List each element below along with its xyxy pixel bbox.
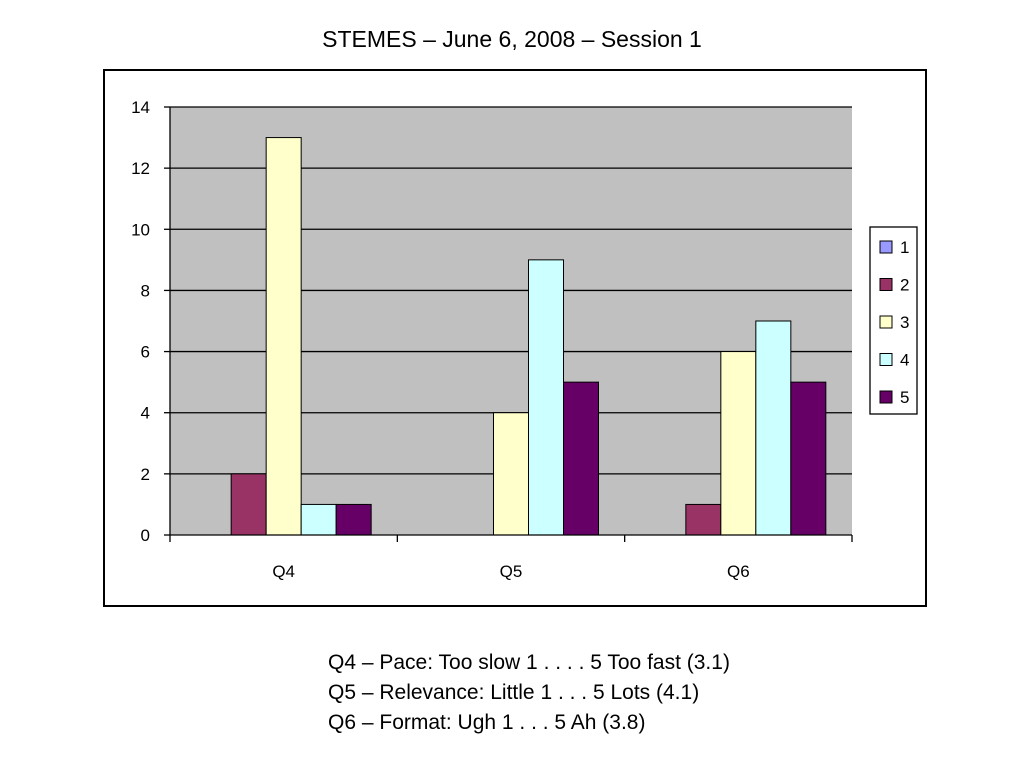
question-notes: Q4 – Pace: Too slow 1 . . . . 5 Too fast… bbox=[328, 648, 730, 738]
y-tick-label: 0 bbox=[141, 526, 150, 545]
bar-q6-series-4 bbox=[755, 320, 792, 536]
legend-label-5: 5 bbox=[900, 388, 909, 407]
bar-q4-series-2 bbox=[230, 473, 267, 536]
y-tick-label: 6 bbox=[141, 343, 150, 362]
legend-label-1: 1 bbox=[900, 238, 909, 257]
bar-q6-series-3 bbox=[720, 351, 757, 536]
x-category-label: Q5 bbox=[500, 562, 523, 581]
legend-swatch-5 bbox=[879, 390, 893, 404]
y-tick-label: 8 bbox=[141, 281, 150, 300]
plot-area: 0 2 4 6 8 10 12 14 Q4 Q5 Q6 bbox=[131, 98, 853, 581]
bar-q4-series-4 bbox=[300, 503, 337, 536]
legend-box bbox=[869, 226, 918, 415]
bar-q4-series-5 bbox=[335, 503, 372, 536]
legend-label-4: 4 bbox=[900, 351, 909, 370]
note-line-q6: Q6 – Format: Ugh 1 . . . 5 Ah (3.8) bbox=[328, 711, 646, 734]
y-tick-label: 12 bbox=[131, 159, 150, 178]
bar-q4-series-3 bbox=[265, 137, 302, 536]
bar-q6-series-5 bbox=[790, 381, 827, 536]
note-line-q4: Q4 – Pace: Too slow 1 . . . . 5 Too fast… bbox=[328, 651, 730, 674]
bar-q6-series-2 bbox=[685, 503, 722, 536]
y-tick-label: 10 bbox=[131, 220, 150, 239]
y-tick-label: 4 bbox=[141, 404, 150, 423]
y-tick-label: 14 bbox=[131, 98, 150, 117]
x-category-label: Q6 bbox=[727, 562, 750, 581]
legend-swatch-4 bbox=[879, 353, 893, 366]
legend-swatch-1 bbox=[879, 240, 893, 254]
legend-swatch-3 bbox=[879, 315, 893, 329]
legend-label-3: 3 bbox=[900, 313, 909, 332]
bar-q5-series-3 bbox=[493, 412, 529, 536]
chart-legend: 1 2 3 4 5 bbox=[869, 226, 918, 415]
legend-label-2: 2 bbox=[900, 276, 909, 295]
legend-swatch-2 bbox=[879, 278, 893, 291]
bar-q5-series-4 bbox=[528, 259, 564, 536]
note-line-q5: Q5 – Relevance: Little 1 . . . 5 Lots (4… bbox=[328, 681, 700, 704]
slide-title: STEMES – June 6, 2008 – Session 1 bbox=[322, 26, 702, 52]
bar-q5-series-5 bbox=[563, 381, 599, 536]
y-tick-label: 2 bbox=[141, 465, 150, 484]
x-category-label: Q4 bbox=[272, 562, 295, 581]
